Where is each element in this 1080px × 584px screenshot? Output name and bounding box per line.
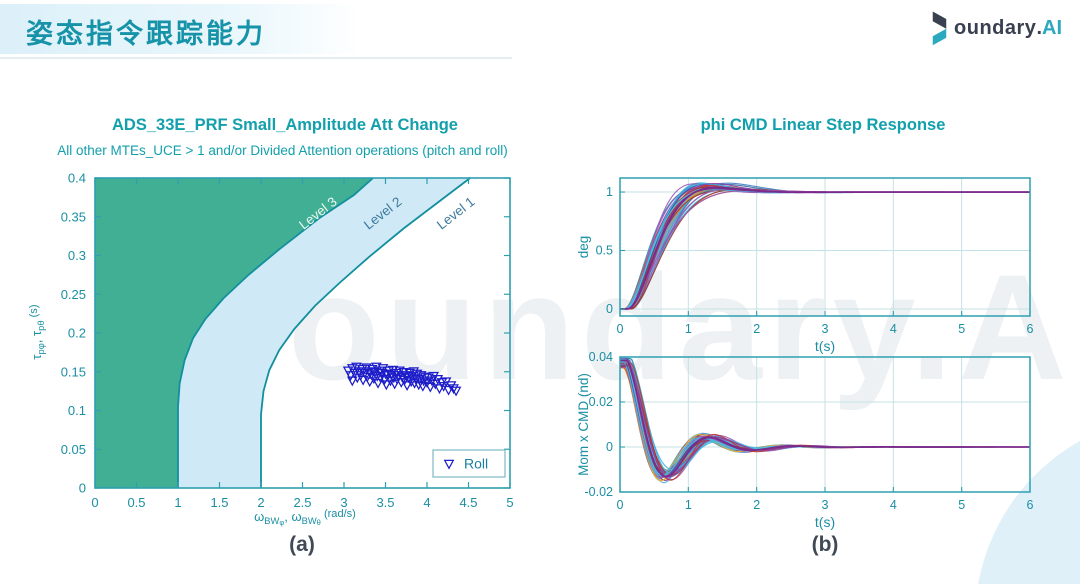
svg-text:4.5: 4.5 (459, 495, 477, 510)
svg-text:2: 2 (753, 322, 760, 336)
svg-text:1: 1 (606, 185, 613, 199)
svg-text:5: 5 (958, 498, 965, 512)
svg-text:2: 2 (257, 495, 264, 510)
ads33-scatter-plot: 0 0.5 1 1.5 2 2.5 3 3.5 4 4.5 5 0 0.05 0.1 0.15 0.2 0.25… (61, 173, 514, 510)
svg-text:0: 0 (79, 481, 86, 496)
svg-text:-0.02: -0.02 (585, 485, 614, 499)
step-response-plot: 0 1 2 3 4 5 6 0 0.5 1 deg t(s) (576, 177, 1034, 354)
right-chart-title: phi CMD Linear Step Response (700, 116, 946, 134)
svg-text:0: 0 (617, 322, 624, 336)
svg-text:0: 0 (91, 495, 98, 510)
svg-text:4: 4 (423, 495, 430, 510)
left-chart-caption: (a) (289, 533, 315, 556)
svg-text:t(s): t(s) (815, 514, 835, 530)
svg-text:0.2: 0.2 (68, 326, 86, 341)
svg-text:1: 1 (685, 498, 692, 512)
header-divider (0, 57, 512, 59)
svg-text:0.05: 0.05 (61, 442, 86, 457)
svg-text:0.25: 0.25 (61, 287, 86, 302)
page-title: 姿态指令跟踪能力 (26, 19, 266, 49)
svg-text:0.5: 0.5 (127, 495, 145, 510)
svg-text:4: 4 (890, 322, 897, 336)
svg-text:3: 3 (822, 322, 829, 336)
svg-text:5: 5 (506, 495, 513, 510)
svg-text:1: 1 (174, 495, 181, 510)
logo-dot: . (1036, 16, 1042, 39)
svg-text:0: 0 (617, 498, 624, 512)
svg-text:1: 1 (685, 322, 692, 336)
svg-text:0.15: 0.15 (61, 364, 86, 379)
svg-text:1.5: 1.5 (210, 495, 228, 510)
svg-text:0.5: 0.5 (596, 244, 613, 258)
left-chart-subtitle: All other MTEs_UCE > 1 and/or Divided At… (57, 143, 508, 158)
svg-text:0: 0 (606, 440, 613, 454)
svg-text:0.35: 0.35 (61, 209, 86, 224)
logo-text: oundary (954, 16, 1037, 39)
svg-text:Mom x CMD (nd): Mom x CMD (nd) (576, 373, 591, 476)
title-highlight-band (0, 4, 362, 54)
svg-text:0: 0 (606, 302, 613, 316)
svg-text:0.04: 0.04 (589, 351, 613, 364)
svg-text:3: 3 (822, 498, 829, 512)
left-chart-x-axis-label: ωBWφ, ωBWθ (rad/s) (254, 508, 356, 527)
svg-text:0.02: 0.02 (589, 395, 613, 409)
svg-text:5: 5 (958, 322, 965, 336)
svg-text:2.5: 2.5 (293, 495, 311, 510)
right-chart-caption: (b) (811, 533, 839, 556)
left-chart-title: ADS_33E_PRF Small_Amplitude Att Change (112, 116, 458, 134)
svg-text:3: 3 (340, 495, 347, 510)
svg-text:4: 4 (890, 498, 897, 512)
left-chart-y-axis-label: τpφ, τpθ (s) (27, 304, 47, 360)
svg-text:0.1: 0.1 (68, 403, 86, 418)
logo-mark-icon (932, 11, 947, 46)
svg-text:0.3: 0.3 (68, 248, 86, 263)
svg-text:3.5: 3.5 (376, 495, 394, 510)
svg-text:6: 6 (1027, 322, 1034, 336)
svg-text:6: 6 (1027, 498, 1034, 512)
logo-suffix: AI (1042, 16, 1062, 39)
svg-text:t(s): t(s) (815, 338, 835, 354)
svg-text:deg: deg (576, 236, 591, 259)
logo: oundary.AI (930, 10, 1062, 46)
svg-text:2: 2 (753, 498, 760, 512)
svg-text:0.4: 0.4 (68, 173, 86, 186)
svg-text:Roll: Roll (464, 456, 488, 472)
